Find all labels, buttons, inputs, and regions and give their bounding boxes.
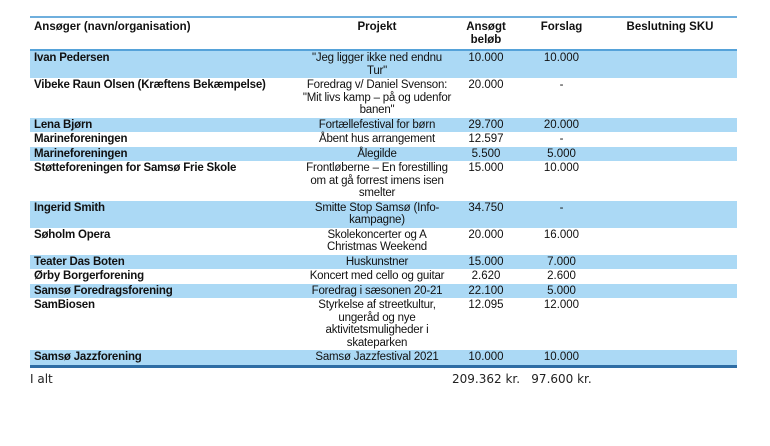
- cell-ansogt: 10.000: [468, 351, 504, 363]
- cell-forslag: 2.600: [547, 270, 576, 282]
- cell-ansoger: Samsø Jazzforening: [34, 351, 142, 363]
- cell-beslutning: [603, 351, 737, 364]
- table-row: Teater Das Boten Huskunstner 15.000 7.000: [30, 254, 737, 269]
- table-row: Ørby Borgerforening Koncert med cello og …: [30, 269, 737, 284]
- grant-applications-table: Ansøger (navn/organisation) Projekt Ansø…: [30, 16, 737, 387]
- cell-beslutning: [603, 299, 737, 349]
- header-cell-forslag: Forslag: [540, 21, 583, 33]
- cell-beslutning: [603, 285, 737, 298]
- total-row: I alt 209.362 kr. 97.600 kr.: [30, 364, 737, 387]
- header-cell-projekt: Projekt: [357, 21, 397, 33]
- cell-projekt: Huskunstner: [345, 255, 409, 268]
- total-ansogt-value: 209.362 kr.: [452, 371, 521, 386]
- cell-ansogt: 2.620: [471, 270, 501, 282]
- cell-ansogt: 5.500: [471, 147, 501, 160]
- cell-beslutning: [603, 79, 737, 117]
- cell-forslag: 7.000: [547, 255, 576, 268]
- table-row: Søholm Opera Skolekoncerter og A Christma…: [30, 228, 737, 255]
- table-row: Marineforeningen Ålegilde 5.500 5.000: [30, 146, 737, 161]
- cell-beslutning: [603, 229, 737, 254]
- cell-forslag: -: [559, 133, 564, 145]
- cell-ansoger: Marineforeningen: [34, 133, 128, 145]
- header-cell-ansoger: Ansøger (navn/organisation): [34, 21, 191, 33]
- total-projekt-cell: [302, 372, 452, 387]
- cell-ansogt: 20.000: [468, 79, 504, 91]
- cell-forslag: 10.000: [543, 351, 580, 363]
- cell-ansoger: Marineforeningen: [34, 147, 128, 160]
- cell-ansogt: 12.597: [468, 133, 504, 145]
- cell-ansogt: 15.000: [468, 255, 504, 268]
- cell-beslutning: [603, 202, 737, 227]
- cell-projekt: Åbent hus arrangement: [319, 133, 435, 145]
- cell-ansoger: Ivan Pedersen: [34, 52, 110, 64]
- table-row: Samsø Jazzforening Samsø Jazzfestival 202…: [30, 350, 737, 365]
- cell-beslutning: [603, 52, 737, 77]
- cell-beslutning: [603, 148, 737, 161]
- table-body: Ivan Pedersen "Jeg ligger ikke ned endnu …: [30, 51, 737, 365]
- cell-beslutning: [603, 256, 737, 269]
- cell-ansogt: 10.000: [468, 52, 504, 64]
- total-label: I alt: [30, 371, 53, 386]
- cell-beslutning: [603, 162, 737, 200]
- cell-projekt: Samsø Jazzfestival 2021: [315, 351, 439, 363]
- cell-ansoger: Teater Das Boten: [34, 255, 125, 268]
- table-row: Lena Bjørn Fortællefestival for børn 29.70…: [30, 117, 737, 132]
- cell-ansogt: 22.100: [468, 284, 504, 297]
- cell-projekt: Smitte Stop Samsø (Info-kampagne): [314, 201, 440, 227]
- cell-projekt: Koncert med cello og guitar: [309, 270, 445, 282]
- cell-beslutning: [603, 119, 737, 132]
- cell-ansoger: SamBiosen: [34, 299, 95, 311]
- cell-forslag: 20.000: [543, 118, 580, 131]
- cell-ansoger: Støtteforeningen for Samsø Frie Skole: [34, 162, 237, 174]
- cell-projekt: Skolekoncerter og A Christmas Weekend: [327, 228, 427, 254]
- table-row: Vibeke Raun Olsen (Kræftens Bekæmpelse) F…: [30, 78, 737, 118]
- cell-forslag: 5.000: [547, 284, 576, 297]
- table-header-row: Ansøger (navn/organisation) Projekt Ansø…: [30, 16, 737, 51]
- cell-ansoger: Samsø Foredragsforening: [34, 284, 173, 297]
- cell-ansoger: Ørby Borgerforening: [34, 270, 144, 282]
- cell-projekt: Ålegilde: [357, 147, 397, 160]
- cell-forslag: 10.000: [543, 162, 580, 174]
- cell-ansoger: Lena Bjørn: [34, 118, 93, 131]
- cell-projekt: "Jeg ligger ikke ned endnu Tur": [312, 52, 442, 77]
- table-row: Ingerid Smith Smitte Stop Samsø (Info-kam…: [30, 200, 737, 228]
- total-forslag-value: 97.600 kr.: [531, 371, 592, 386]
- cell-forslag: -: [559, 79, 564, 91]
- cell-ansoger: Ingerid Smith: [34, 201, 105, 214]
- table-row: Marineforeningen Åbent hus arrangement 12.…: [30, 132, 737, 147]
- total-beslutning-cell: [603, 372, 737, 387]
- cell-ansogt: 20.000: [468, 228, 504, 241]
- cell-projekt: Frontløberne – En forestilling om at gå …: [306, 162, 448, 199]
- table-row: Støtteforeningen for Samsø Frie Skole Fro…: [30, 161, 737, 201]
- cell-forslag: -: [559, 201, 564, 214]
- cell-ansogt: 15.000: [468, 162, 504, 174]
- cell-projekt: Fortællefestival for børn: [318, 118, 436, 131]
- cell-ansogt: 34.750: [468, 201, 504, 214]
- cell-forslag: 10.000: [543, 52, 580, 64]
- cell-beslutning: [603, 133, 737, 146]
- cell-forslag: 5.000: [547, 147, 576, 160]
- cell-projekt: Foredrag v/ Daniel Svenson: "Mit livs ka…: [302, 79, 452, 116]
- header-cell-ansogt-belob: Ansøgt beløb: [466, 21, 506, 46]
- table-row: Samsø Foredragsforening Foredrag i sæsone…: [30, 283, 737, 298]
- cell-forslag: 12.000: [543, 299, 580, 311]
- cell-beslutning: [603, 270, 737, 283]
- table-row: SamBiosen Styrkelse af streetkultur, unge…: [30, 298, 737, 350]
- table-row: Ivan Pedersen "Jeg ligger ikke ned endnu …: [30, 51, 737, 78]
- cell-projekt: Styrkelse af streetkultur, ungeråd og ny…: [318, 299, 436, 349]
- cell-forslag: 16.000: [543, 228, 580, 241]
- cell-ansogt: 12.095: [468, 299, 504, 311]
- cell-ansoger: Vibeke Raun Olsen (Kræftens Bekæmpelse): [34, 79, 266, 91]
- cell-ansogt: 29.700: [468, 118, 504, 131]
- cell-ansoger: Søholm Opera: [34, 228, 111, 241]
- header-cell-beslutning-sku: Beslutning SKU: [626, 21, 714, 33]
- cell-projekt: Foredrag i sæsonen 20-21: [311, 284, 443, 297]
